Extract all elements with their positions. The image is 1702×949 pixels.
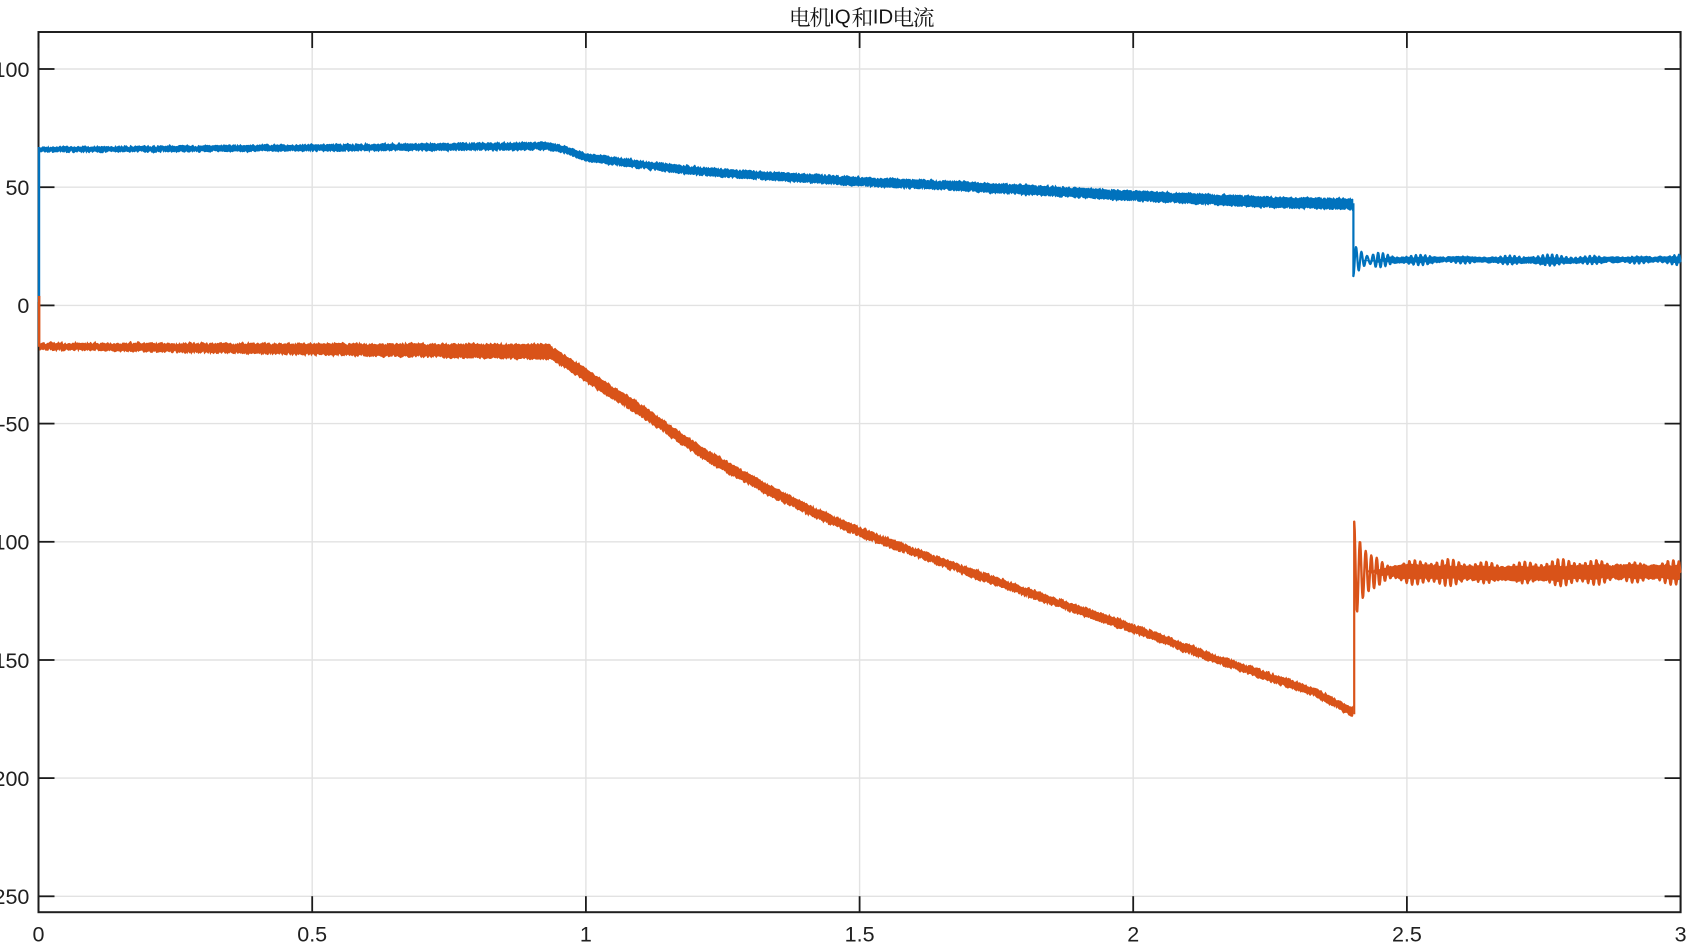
svg-text:0: 0 — [17, 294, 29, 318]
svg-text:2: 2 — [1127, 922, 1139, 944]
svg-text:-100: -100 — [0, 531, 29, 555]
svg-text:0.5: 0.5 — [297, 922, 327, 944]
svg-text:IQ: IQ — [829, 5, 851, 28]
svg-text:-50: -50 — [0, 412, 29, 436]
svg-text:3: 3 — [1675, 922, 1687, 944]
svg-text:-150: -150 — [0, 649, 29, 673]
svg-text:-250: -250 — [0, 885, 29, 909]
svg-text:-200: -200 — [0, 767, 29, 791]
svg-text:100: 100 — [0, 58, 29, 82]
svg-text:1.5: 1.5 — [845, 922, 875, 944]
svg-text:50: 50 — [5, 176, 29, 200]
svg-text:1: 1 — [580, 922, 592, 944]
svg-text:2.5: 2.5 — [1392, 922, 1422, 944]
svg-text:0: 0 — [33, 922, 45, 944]
svg-text:ID: ID — [873, 5, 894, 28]
